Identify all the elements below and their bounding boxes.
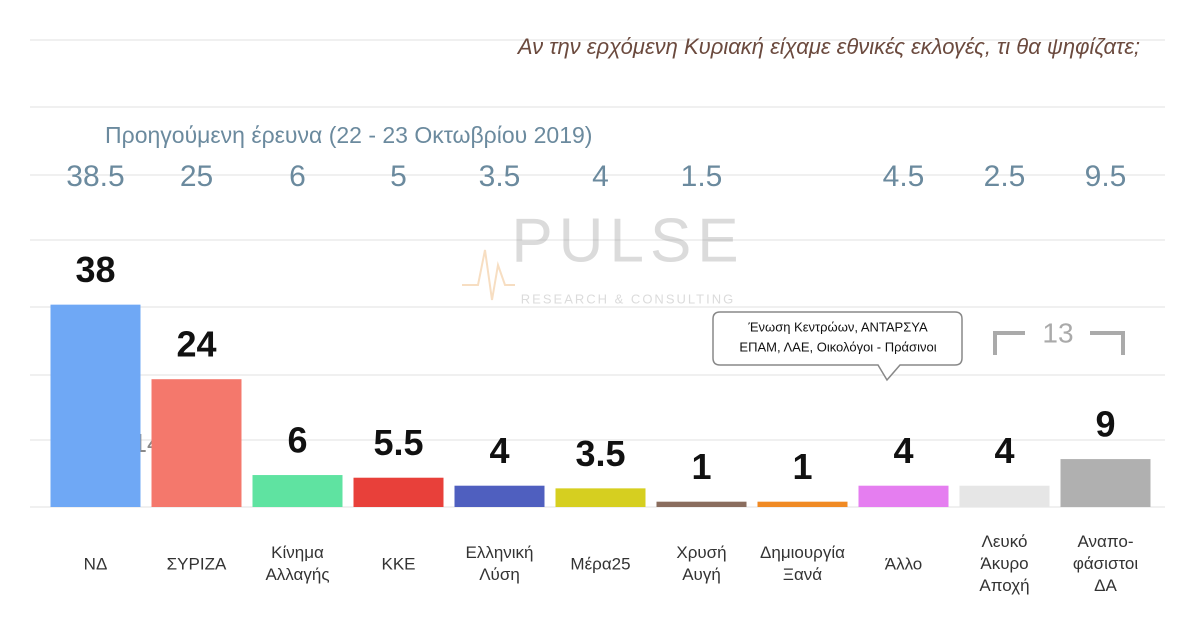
x-tick-label: Χρυσή Αυγή <box>676 543 726 584</box>
x-tick-label: Δημιουργία Ξανά <box>760 543 845 584</box>
callout-line: Ένωση Κεντρώων, ΑΝΤΑΡΣΥΑ <box>747 319 928 334</box>
bar <box>454 485 545 507</box>
x-tick-label: Ελληνική Λύση <box>465 543 533 584</box>
value-label: 4 <box>994 430 1014 471</box>
bar <box>757 501 848 507</box>
previous-value: 9.5 <box>1085 160 1127 193</box>
callout: Ένωση Κεντρώων, ΑΝΤΑΡΣΥΑ ΕΠΑΜ, ΛΑΕ, Οικο… <box>712 311 963 382</box>
value-label: 38 <box>75 249 115 290</box>
x-tick-label: Μέρα25 <box>570 554 630 573</box>
chart-title: Αν την ερχόμενη Κυριακή είχαμε εθνικές ε… <box>516 34 1140 59</box>
previous-value: 6 <box>289 160 306 193</box>
previous-value: 5 <box>390 160 407 193</box>
watermark: PULSE RESEARCH & CONSULTING <box>462 206 744 306</box>
previous-value: 4 <box>592 160 609 193</box>
value-label: 5.5 <box>373 422 423 463</box>
bar <box>1060 459 1151 507</box>
bar <box>555 488 646 507</box>
x-tick-label: ΣΥΡΙΖΑ <box>167 554 227 573</box>
previous-value: 25 <box>180 160 213 193</box>
bar <box>959 485 1050 507</box>
bar <box>252 475 343 507</box>
x-tick-label: Αναπο-φάσιστοι ΔΑ <box>1073 532 1139 595</box>
right-group: 13 <box>993 317 1125 355</box>
previous-value: 38.5 <box>66 160 124 193</box>
value-label: 1 <box>691 446 711 487</box>
subtitle: Προηγούμενη έρευνα (22 - 23 Οκτωβρίου 20… <box>105 122 592 148</box>
value-label: 3.5 <box>575 433 625 474</box>
watermark-text: PULSE <box>511 206 744 275</box>
previous-value: 3.5 <box>479 160 521 193</box>
value-label: 24 <box>176 324 216 365</box>
previous-value: 4.5 <box>883 160 925 193</box>
value-label: 9 <box>1095 404 1115 445</box>
x-tick-label: Λευκό Άκυρο Αποχή <box>979 532 1029 595</box>
callout-line: ΕΠΑΜ, ΛΑΕ, Οικολόγοι - Πράσινοι <box>739 339 936 354</box>
value-label: 4 <box>893 430 913 471</box>
group-label: 13 <box>1042 317 1073 348</box>
x-tick-label: ΝΔ <box>84 554 108 573</box>
x-tick-label: Άλλο <box>885 554 923 573</box>
bar <box>50 304 141 507</box>
value-label: 4 <box>489 430 509 471</box>
value-label: 6 <box>287 420 307 461</box>
bar <box>353 477 444 507</box>
bar <box>858 485 949 507</box>
bar <box>151 379 242 507</box>
previous-value: 1.5 <box>681 160 723 193</box>
x-tick-label: Κίνημα Αλλαγής <box>265 543 329 584</box>
previous-value: 2.5 <box>984 160 1026 193</box>
value-label: 1 <box>792 446 812 487</box>
x-tick-label: ΚΚΕ <box>381 554 415 573</box>
bar <box>656 501 747 507</box>
watermark-subtext: RESEARCH & CONSULTING <box>521 291 735 306</box>
